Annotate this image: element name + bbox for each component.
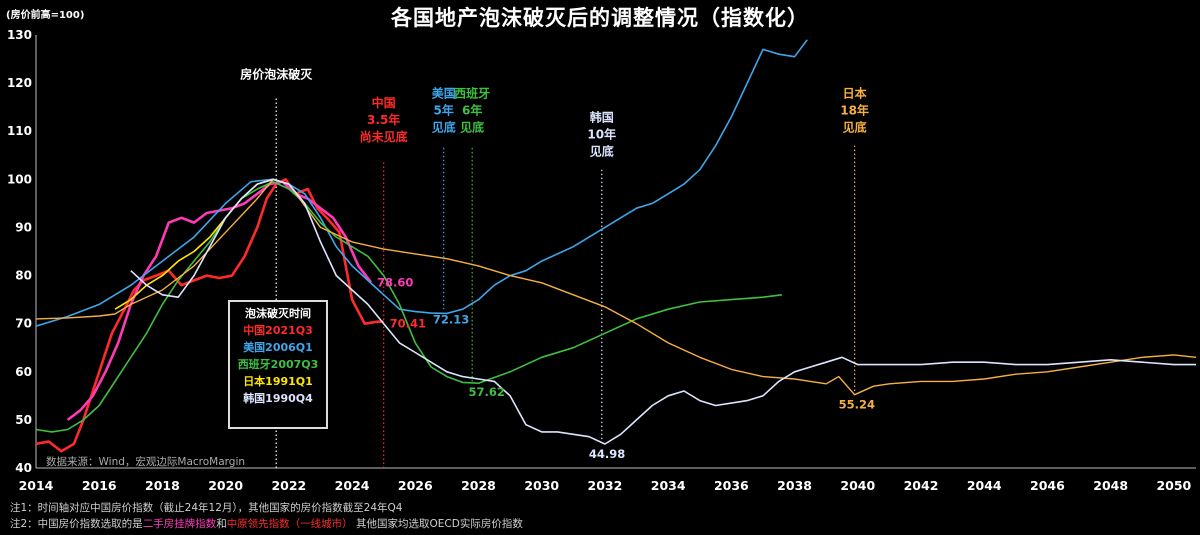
data-label-2: 72.13: [433, 312, 469, 326]
annotation-text-2-2: 见底: [432, 120, 456, 135]
x-tick-label-2034: 2034: [651, 478, 686, 493]
y-tick-label-130: 130: [7, 28, 32, 42]
annotation-text-4-1: 10年: [587, 127, 616, 142]
x-tick-label-2036: 2036: [714, 478, 749, 493]
annotation-text-1-2: 尚未见底: [360, 129, 408, 144]
legend-item-2: 西班牙2007Q3: [237, 358, 319, 371]
legend-item-4: 韩国1990Q4: [243, 392, 313, 405]
footnote-2-part-e: 其他国家均选取OECD实际房价指数: [352, 518, 523, 530]
legend-item-1: 美国2006Q1: [243, 341, 313, 354]
footnote-2-listing-index: 二手房挂牌指数: [142, 518, 217, 530]
annotation-text-3-2: 见底: [460, 120, 484, 135]
x-tick-label-2032: 2032: [588, 478, 623, 493]
annotation-text-4-2: 见底: [590, 144, 614, 159]
x-tick-label-2030: 2030: [524, 478, 559, 493]
x-tick-label-2020: 2020: [208, 478, 243, 493]
annotation-text-0-0: 房价泡沫破灭: [240, 66, 313, 81]
y-tick-label-50: 50: [15, 413, 32, 427]
x-tick-label-2022: 2022: [271, 478, 306, 493]
y-axis-label: (房价前高=100): [6, 10, 85, 21]
series-line-4: [114, 178, 290, 310]
data-label-5: 55.24: [839, 398, 875, 412]
chart-title: 各国地产泡沫破灭后的调整情况（指数化）: [391, 6, 809, 30]
y-tick-label-40: 40: [15, 461, 32, 475]
y-tick-label-90: 90: [15, 220, 32, 234]
legend-box: 泡沫破灭时间 中国2021Q3 美国2006Q1 西班牙2007Q3 日本1991Q1…: [228, 300, 328, 429]
legend-items: 中国2021Q3 美国2006Q1 西班牙2007Q3 日本1991Q1 韩国1990Q…: [230, 322, 326, 407]
y-tick-label-70: 70: [15, 317, 32, 331]
y-tick-label-110: 110: [7, 124, 32, 138]
series-line-6: [130, 178, 1196, 445]
x-tick-label-2016: 2016: [82, 478, 117, 493]
x-tick-label-2046: 2046: [1030, 478, 1065, 493]
annotation-text-1-1: 3.5年: [367, 112, 400, 127]
data-label-3: 57.62: [469, 385, 505, 399]
footnotes: 注1：时间轴对应中国房价指数（截止24年12月），其他国家的房价指数截至24年Q…: [10, 500, 523, 532]
series-line-5: [35, 178, 1197, 396]
legend-title: 泡沫破灭时间: [245, 307, 311, 320]
x-tick-label-2026: 2026: [398, 478, 433, 493]
x-tick-label-2028: 2028: [461, 478, 496, 493]
x-tick-label-2042: 2042: [904, 478, 939, 493]
data-label-1: 70.41: [390, 317, 426, 331]
annotation-text-1-0: 中国: [372, 95, 396, 110]
x-tick-label-2014: 2014: [19, 478, 54, 493]
x-tick-label-2024: 2024: [335, 478, 370, 493]
y-tick-label-60: 60: [15, 365, 32, 379]
annotation-text-4-0: 韩国: [590, 110, 614, 125]
series-line-3: [35, 180, 783, 433]
footnote-1: 注1：时间轴对应中国房价指数（截止24年12月），其他国家的房价指数截至24年Q…: [10, 502, 403, 514]
y-tick-label-100: 100: [7, 172, 32, 186]
legend-item-3: 日本1991Q1: [243, 375, 313, 388]
annotation-text-5-0: 日本: [843, 86, 867, 101]
series-line-2: [35, 39, 808, 327]
x-tick-label-2040: 2040: [840, 478, 875, 493]
data-label-0: 78.60: [377, 275, 413, 289]
footnote-2-centaline-index: 中原领先指数（一线城市）: [226, 518, 353, 530]
legend-item-0: 中国2021Q3: [243, 324, 313, 337]
annotation-text-5-1: 18年: [840, 103, 869, 118]
y-tick-label-120: 120: [7, 76, 32, 90]
annotation-text-3-1: 6年: [462, 103, 482, 118]
x-tick-label-2044: 2044: [967, 478, 1002, 493]
data-label-4: 44.98: [589, 447, 625, 461]
x-tick-label-2038: 2038: [777, 478, 812, 493]
source-note: 数据来源：Wind，宏观边际MacroMargin: [46, 456, 246, 468]
annotation-text-2-1: 5年: [434, 103, 454, 118]
annotation-text-5-2: 见底: [843, 120, 867, 135]
y-tick-label-80: 80: [15, 269, 32, 283]
footnote-2-part-a: 注2：中国房价指数选取的是: [10, 518, 143, 530]
x-tick-label-2018: 2018: [145, 478, 180, 493]
annotation-text-2-0: 美国: [432, 86, 456, 101]
x-tick-label-2050: 2050: [1156, 478, 1191, 493]
series-line-0: [35, 178, 384, 453]
footnote-2-and: 和: [216, 518, 227, 530]
footnote-2: 注2：中国房价指数选取的是二手房挂牌指数和中原领先指数（一线城市） 其他国家均选…: [10, 516, 523, 532]
x-tick-label-2048: 2048: [1093, 478, 1128, 493]
annotation-text-3-0: 西班牙: [454, 86, 490, 101]
